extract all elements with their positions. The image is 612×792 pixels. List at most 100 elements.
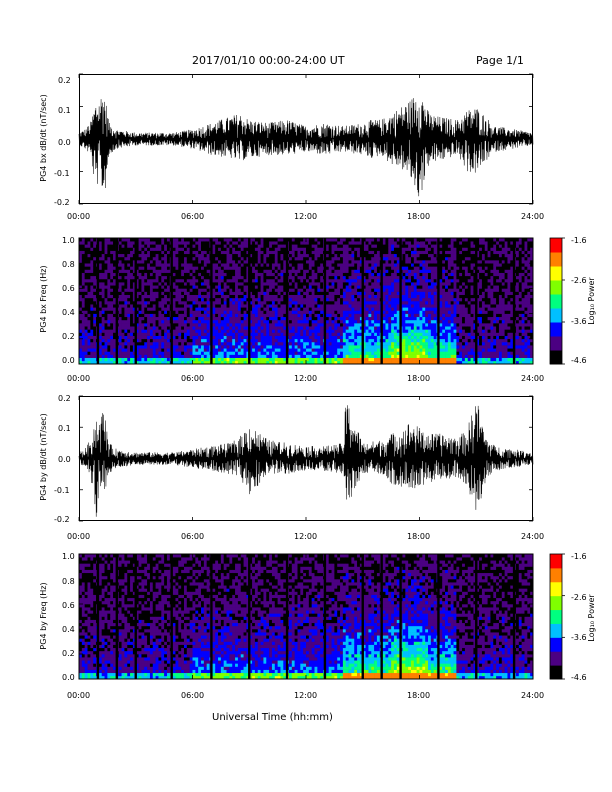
bx-spectrogram-cell	[317, 360, 321, 365]
bx-spectrogram-cell	[237, 288, 242, 292]
bx-spectrogram-cell	[337, 360, 341, 365]
bx-spectrogram-cell	[297, 301, 301, 305]
bx-spectrogram-cell	[311, 244, 315, 248]
bx-spectrogram-cell	[121, 269, 125, 273]
bx-spectrogram-cell	[135, 345, 139, 349]
bx-spectrogram-cell	[79, 319, 83, 324]
bx-spectrogram-cell	[337, 307, 341, 311]
bx-spectrogram-cell	[277, 310, 281, 314]
bx-spectrogram-cell	[243, 288, 247, 292]
bx-spectrogram-cell	[235, 253, 239, 258]
bx-spectrogram-cell	[249, 297, 253, 302]
bx-spectrogram-cell	[277, 338, 281, 343]
bx-spectrogram-cell	[220, 266, 225, 270]
bx-spectrogram-cell	[425, 326, 429, 330]
bx-spectrogram-cell	[107, 360, 111, 365]
bx-spectrogram-cell	[396, 244, 400, 248]
bx-spectrogram-cell	[354, 348, 358, 352]
bx-spectrogram-cell	[104, 310, 108, 314]
bx-spectrogram-cell	[223, 304, 227, 308]
bx-spectrogram-cell	[175, 266, 179, 270]
bx-spectrogram-cell	[269, 269, 273, 273]
bx-spectrogram-cell	[277, 253, 281, 258]
bx-spectrogram-cell	[158, 285, 162, 289]
bx-spectrogram-cell	[348, 351, 352, 355]
bx-spectrogram-cell	[368, 326, 372, 330]
bx-spectrogram-cell	[368, 260, 372, 264]
bx-spectrogram-cell	[107, 351, 111, 355]
bx-spectrogram-cell	[337, 313, 341, 318]
bx-spectrogram-cell	[90, 301, 94, 305]
bx-spectrogram-cell	[237, 345, 242, 349]
bx-spectrogram-cell	[107, 323, 111, 327]
bx-spectrogram-cell	[365, 357, 369, 362]
bx-spectrogram-cell	[283, 335, 287, 340]
bx-spectrogram-cell	[382, 319, 386, 324]
bx-spectrogram-cell	[374, 326, 378, 330]
bx-spectrogram-cell	[243, 297, 247, 302]
bx-spectrogram-cell	[138, 272, 142, 277]
bx-spectrogram-cell	[104, 275, 108, 280]
bx-spectrogram-cell	[240, 278, 244, 283]
bx-spectrogram-cell	[98, 256, 102, 261]
bx-spectrogram-cell	[235, 294, 239, 299]
bx-spectrogram-cell	[422, 341, 426, 346]
bx-spectrogram-cell	[158, 326, 162, 330]
bx-spectrogram-cell	[124, 247, 128, 251]
bx-spectrogram-cell	[152, 247, 156, 251]
bx-spectrogram-cell	[118, 345, 122, 349]
bx-spectrogram-cell	[93, 319, 97, 324]
bx-spectrogram-cell	[297, 304, 301, 308]
bx-spectrogram-cell	[246, 360, 250, 365]
bx-spectrogram-cell	[413, 354, 417, 358]
bx-spectrogram-cell	[212, 241, 216, 245]
bx-spectrogram-cell	[87, 291, 91, 295]
bx-spectrogram-cell	[172, 288, 176, 292]
bx-spectrogram-cell	[317, 310, 321, 314]
bx-spectrogram-cell	[345, 250, 349, 255]
bx-spectrogram-cell	[101, 332, 105, 336]
bx-spectrogram-cell	[334, 282, 338, 286]
bx-spectrogram-cell	[376, 278, 381, 283]
bx-spectrogram-cell	[362, 304, 366, 308]
bx-spectrogram-cell	[218, 260, 222, 264]
bx-spectrogram-cell	[337, 338, 341, 343]
bx-spectrogram-cell	[254, 244, 259, 248]
bx-spectrogram-cell	[314, 241, 318, 245]
bx-spectrogram-cell	[87, 253, 91, 258]
bx-spectrogram-cell	[237, 275, 242, 280]
bx-spectrogram-cell	[124, 319, 128, 324]
bx-spectrogram-cell	[297, 294, 301, 299]
bx-spectrogram-cell	[198, 253, 202, 258]
bx-spectrogram-cell	[121, 282, 125, 286]
bx-spectrogram-cell	[340, 357, 344, 362]
bx-spectrogram-cell	[280, 307, 284, 311]
bx-spectrogram-cell	[291, 275, 295, 280]
bx-spectrogram-cell	[138, 345, 142, 349]
bx-spectrogram-cell	[320, 263, 324, 267]
bx-spectrogram-cell	[419, 313, 423, 318]
bx-spectrogram-cell	[127, 253, 131, 258]
bx-spectrogram-cell	[192, 278, 196, 283]
bx-spectrogram-cell	[235, 282, 239, 286]
bx-spectrogram-cell	[314, 357, 318, 362]
bx-spectrogram-cell	[396, 329, 400, 333]
bx-spectrogram-cell	[308, 345, 312, 349]
bx-spectrogram-cell	[325, 316, 329, 321]
bx-spectrogram-cell	[90, 297, 94, 302]
bx-spectrogram-cell	[178, 345, 182, 349]
bx-spectrogram-cell	[149, 313, 154, 318]
bx-spectrogram-cell	[203, 250, 207, 255]
bx-spectrogram-cell	[334, 316, 338, 321]
bx-spectrogram-cell	[229, 354, 233, 358]
bx-spectrogram-cell	[328, 301, 332, 305]
bx-spectrogram-cell	[127, 326, 131, 330]
bx-spectrogram-cell	[212, 332, 216, 336]
bx-spectrogram-cell	[218, 357, 222, 362]
bx-spectrogram-cell	[235, 288, 239, 292]
bx-spectrogram-cell	[280, 260, 284, 264]
bx-spectrogram-cell	[382, 256, 386, 261]
bx-spectrogram-cell	[141, 241, 145, 245]
bx-spectrogram-cell	[413, 304, 417, 308]
bx-spectrogram-cell	[141, 348, 145, 352]
